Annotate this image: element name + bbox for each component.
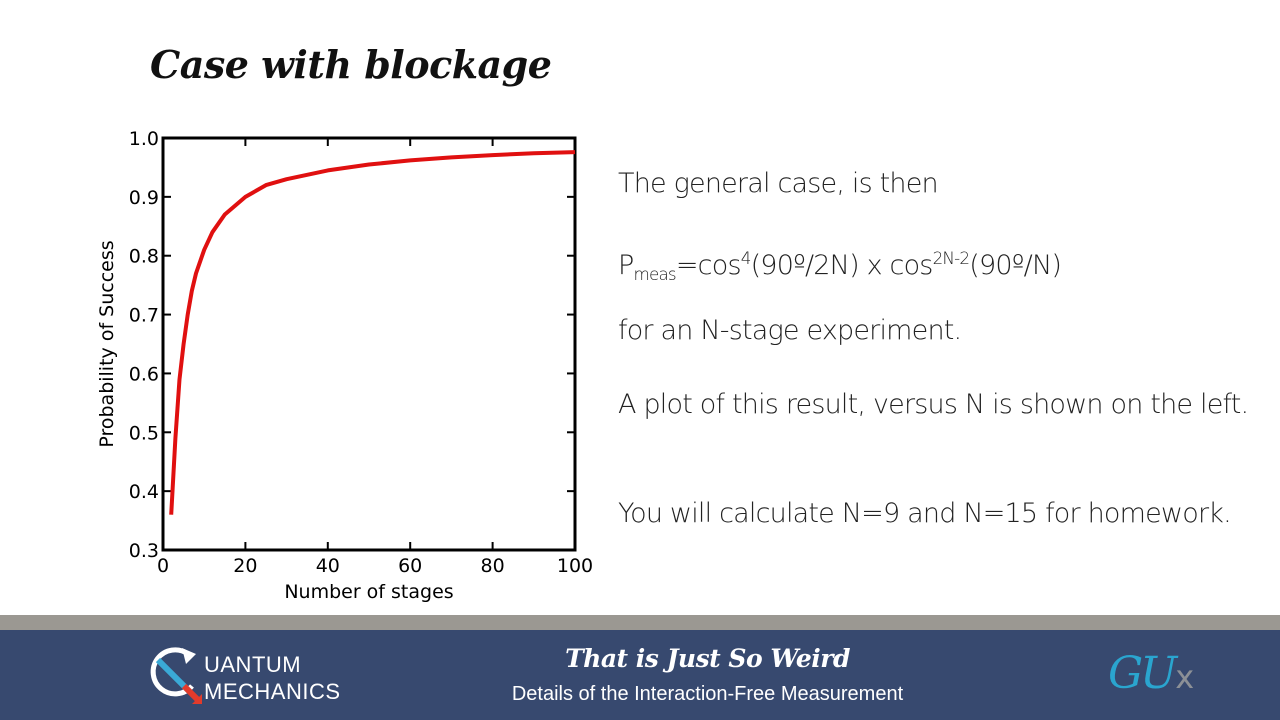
x-tick-label: 100 [557, 555, 593, 577]
footer-separator [0, 615, 1280, 630]
quantum-mechanics-logo: UANTUM MECHANICS [148, 646, 388, 706]
formula: Pmeas=cos4(90º/2N) x cos2N-2(90º/N) [618, 240, 1268, 292]
y-tick-label: 0.5 [129, 422, 159, 444]
logo-text-line1: UANTUM [204, 652, 302, 677]
slide-title: Case with blockage [150, 42, 552, 87]
lecture-subtitle: Details of the Interaction-Free Measurem… [511, 683, 904, 705]
x-tick-label: 20 [233, 555, 257, 577]
y-tick-label: 0.4 [129, 481, 159, 503]
y-tick-label: 0.7 [129, 305, 159, 327]
y-tick-label: 1.0 [129, 128, 159, 150]
formula-exponent-1: 4 [740, 248, 752, 268]
probability-curve [169, 150, 576, 515]
gux-logo: GUx [1108, 648, 1194, 704]
text-general-case: The general case, is then [618, 168, 939, 199]
gux-logo-x: x [1175, 658, 1195, 696]
text-n-stage: for an N-stage experiment. [618, 315, 962, 346]
y-tick-label: 0.8 [129, 246, 159, 268]
x-tick-label: 80 [481, 555, 505, 577]
text-homework: You will calculate N=9 and N=15 for home… [618, 498, 1232, 529]
x-tick-label: 60 [398, 555, 422, 577]
y-tick-label: 0.3 [129, 540, 159, 562]
y-tick-label: 0.6 [129, 363, 159, 385]
x-tick-label: 0 [157, 555, 169, 577]
formula-argument-2: (90º/N) [969, 250, 1062, 281]
logo-text-line2: MECHANICS [204, 679, 341, 704]
formula-exponent-2: 2N-2 [932, 248, 970, 268]
y-axis-label: Probability of Success [96, 240, 118, 447]
formula-eq-cos: =cos [675, 250, 742, 281]
x-tick-label: 40 [316, 555, 340, 577]
formula-argument-1: (90º/2N) x cos [750, 250, 934, 281]
plot-area [161, 136, 577, 552]
formula-p: P [618, 250, 634, 281]
y-tick-label: 0.9 [129, 187, 159, 209]
text-plot-description: A plot of this result, versus N is shown… [618, 389, 1249, 420]
footer-banner: UANTUM MECHANICS That is Just So Weird D… [0, 630, 1280, 720]
formula-subscript: meas [633, 264, 676, 284]
probability-chart: 0 20 40 60 80 100 0.3 0.4 0.5 0.6 0.7 0.8 0.9 1.0 Numb… [96, 128, 593, 603]
x-axis-label: Number of stages [284, 581, 453, 603]
gux-logo-text: GU [1108, 648, 1177, 699]
course-title: That is Just So Weird [565, 644, 850, 673]
quantum-q-icon [150, 647, 202, 704]
